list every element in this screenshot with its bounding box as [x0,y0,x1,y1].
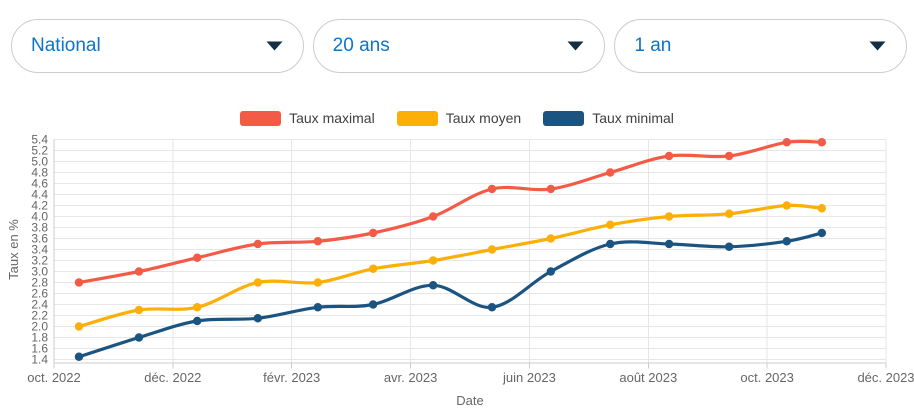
y-tick-label: 5.0 [31,155,48,169]
y-tick-label: 1.8 [31,331,48,345]
y-tick-label: 2.2 [31,309,48,323]
data-point-taux-maximal[interactable] [724,151,734,161]
data-point-taux-maximal[interactable] [193,253,202,262]
filter-region-value: National [31,35,101,56]
y-tick-label: 3.8 [31,221,48,235]
x-tick-label: août 2023 [619,370,677,385]
data-point-taux-maximal[interactable] [606,168,615,177]
y-tick-label: 2.4 [31,298,48,312]
data-point-taux-minimal[interactable] [74,352,84,361]
data-point-taux-moyen[interactable] [664,212,674,221]
data-point-taux-maximal[interactable] [428,212,438,221]
x-tick-label: déc. 2023 [857,370,914,385]
data-point-taux-minimal[interactable] [606,239,615,249]
data-point-taux-moyen[interactable] [313,278,323,287]
data-point-taux-maximal[interactable] [664,151,674,161]
data-point-taux-moyen[interactable] [782,201,791,210]
data-point-taux-moyen[interactable] [253,278,263,287]
y-tick-label: 3.4 [31,243,48,257]
legend-item-taux-minimal[interactable]: Taux minimal [543,110,674,126]
legend-swatch-taux-maximal [240,110,282,126]
chevron-down-icon [869,41,886,51]
data-point-taux-minimal[interactable] [724,242,734,251]
data-point-taux-moyen[interactable] [546,234,556,243]
legend-label: Taux minimal [592,110,674,126]
y-tick-label: 4.0 [31,210,48,224]
x-tick-label: déc. 2022 [144,370,201,385]
y-tick-label: 5.2 [31,144,48,158]
legend-label: Taux maximal [289,110,375,126]
data-point-taux-moyen[interactable] [193,303,202,312]
y-tick-label: 4.8 [31,166,48,180]
data-point-taux-minimal[interactable] [193,316,202,326]
filter-period-select[interactable]: 1 an [614,19,908,73]
y-tick-label: 2.8 [31,276,48,290]
data-point-taux-maximal[interactable] [546,184,556,194]
y-tick-label: 1.4 [31,353,48,367]
data-point-taux-moyen[interactable] [428,256,438,265]
legend-swatch-taux-moyen [396,110,438,126]
data-point-taux-moyen[interactable] [487,245,497,254]
legend-item-taux-maximal[interactable]: Taux maximal [240,110,375,126]
x-tick-label: juin 2023 [502,370,556,385]
series-line-taux-moyen [77,203,824,329]
data-point-taux-maximal[interactable] [134,267,144,276]
x-tick-label: févr. 2023 [263,370,320,385]
data-point-taux-minimal[interactable] [782,237,791,246]
data-point-taux-moyen[interactable] [134,305,144,315]
data-point-taux-moyen[interactable] [817,204,827,213]
y-tick-label: 4.4 [31,188,48,202]
y-tick-label: 4.2 [31,199,48,213]
y-tick-label: 3.6 [31,232,48,246]
data-point-taux-minimal[interactable] [428,281,438,290]
data-point-taux-minimal[interactable] [487,303,497,312]
y-tick-label: 3.2 [31,254,48,268]
y-tick-label: 2.0 [31,320,48,334]
filter-period-value: 1 an [634,35,672,56]
x-tick-label: avr. 2023 [384,370,438,385]
series-line-taux-maximal [77,139,824,285]
series-line-taux-minimal [77,231,824,359]
legend-item-taux-moyen[interactable]: Taux moyen [396,110,522,126]
data-point-taux-minimal[interactable] [253,314,263,323]
chart-legend: Taux maximal Taux moyen Taux minimal [0,110,914,126]
data-point-taux-maximal[interactable] [782,138,791,147]
data-point-taux-maximal[interactable] [74,278,84,287]
chevron-down-icon [266,41,283,51]
y-tick-label: 4.6 [31,177,48,191]
legend-swatch-taux-minimal [543,110,585,126]
data-point-taux-minimal[interactable] [134,333,144,342]
data-point-taux-maximal[interactable] [487,184,497,194]
data-point-taux-moyen[interactable] [724,209,734,218]
y-axis-title: Taux en % [6,219,21,280]
data-point-taux-moyen[interactable] [74,322,84,331]
data-point-taux-maximal[interactable] [313,237,323,246]
data-point-taux-maximal[interactable] [253,239,263,249]
data-point-taux-maximal[interactable] [368,228,378,238]
y-tick-label: 3.0 [31,265,48,279]
chevron-down-icon [567,41,584,51]
data-point-taux-minimal[interactable] [817,228,827,238]
data-point-taux-moyen[interactable] [368,264,378,273]
x-axis-title: Date [456,393,483,408]
data-point-taux-maximal[interactable] [817,138,827,147]
y-tick-label: 2.6 [31,287,48,301]
legend-label: Taux moyen [445,110,522,126]
filter-duration-select[interactable]: 20 ans [312,19,606,73]
x-tick-label: oct. 2022 [27,370,81,385]
data-point-taux-minimal[interactable] [368,300,378,309]
data-point-taux-moyen[interactable] [606,220,615,229]
filter-region-select[interactable]: National [11,19,304,73]
filter-duration-value: 20 ans [332,35,390,56]
data-point-taux-minimal[interactable] [546,267,556,276]
y-tick-label: 1.6 [31,342,48,356]
y-tick-label: 5.4 [31,133,48,147]
filter-bar: National 20 ans 1 an [11,19,908,73]
data-point-taux-minimal[interactable] [313,303,323,312]
x-tick-label: oct. 2023 [740,370,794,385]
data-point-taux-minimal[interactable] [664,239,674,249]
